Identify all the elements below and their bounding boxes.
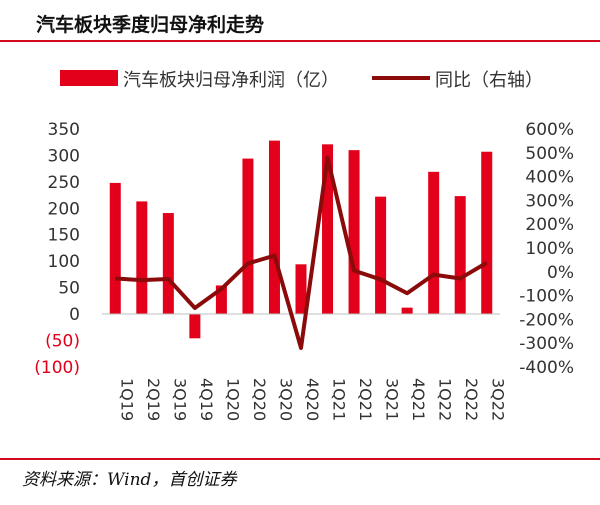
x-tick-label-1Q22: 1Q22 [436, 378, 455, 421]
right-tick-label: -200% [519, 310, 574, 330]
x-tick-label-4Q20: 4Q20 [303, 378, 322, 421]
x-tick-label-1Q20: 1Q20 [223, 378, 242, 421]
bar-2Q22 [454, 196, 466, 314]
bar-1Q22 [428, 171, 440, 314]
left-tick-label: 0 [69, 305, 80, 325]
right-tick-label: 400% [525, 168, 574, 188]
title-divider [0, 40, 600, 42]
bar-3Q21 [375, 196, 387, 314]
left-tick-label: (100) [34, 358, 80, 378]
right-tick-label: 100% [525, 239, 574, 259]
bar-2Q20 [242, 158, 254, 314]
bar-1Q21 [322, 144, 334, 314]
source-note: 资料来源：Wind，首创证券 [22, 470, 237, 490]
yoy-line-series [115, 155, 488, 350]
chart-title: 汽车板块季度归母净利走势 [36, 14, 265, 36]
right-tick-label: 200% [525, 215, 574, 235]
x-tick-label-2Q22: 2Q22 [462, 378, 481, 421]
right-tick-label: -400% [519, 358, 574, 378]
x-tick-label-4Q19: 4Q19 [197, 378, 216, 421]
legend-line-swatch [372, 76, 430, 80]
left-tick-label: 50 [58, 279, 80, 299]
bar-3Q22 [481, 151, 493, 314]
right-tick-label: -300% [519, 334, 574, 354]
legend-line-label: 同比（右轴） [435, 70, 543, 91]
x-axis-ticks: 1Q19 2Q19 3Q19 4Q19 1Q20 2Q20 3Q20 4Q20 1Q21 2Q21… [117, 378, 507, 421]
x-tick-label-4Q21: 4Q21 [409, 378, 428, 421]
left-tick-label: 350 [48, 120, 80, 140]
x-tick-label-2Q20: 2Q20 [250, 378, 269, 421]
bar-2Q21 [348, 150, 360, 314]
bar-1Q20 [215, 285, 227, 314]
x-tick-label-3Q19: 3Q19 [170, 378, 189, 421]
right-tick-label: 300% [525, 191, 574, 211]
left-tick-label: 300 [48, 146, 80, 166]
bar-series [109, 140, 493, 339]
x-tick-label-2Q19: 2Q19 [144, 378, 163, 421]
bar-1Q19 [109, 182, 121, 314]
left-axis-ticks: 350 300 250 200 150 100 50 0 (50) (100) [34, 120, 80, 378]
right-tick-label: -100% [519, 287, 574, 307]
bar-4Q21 [401, 307, 413, 314]
legend-bar-label: 汽车板块归母净利润（亿） [123, 70, 339, 91]
bar-3Q20 [268, 140, 280, 314]
left-tick-label: 200 [48, 199, 80, 219]
source-divider [0, 458, 600, 460]
bar-2Q19 [136, 201, 148, 314]
left-tick-label: 100 [48, 252, 80, 272]
left-tick-label: 150 [48, 226, 80, 246]
legend: 汽车板块归母净利润（亿） 同比（右轴） [0, 64, 600, 92]
left-tick-label: (50) [45, 331, 80, 351]
right-tick-label: 600% [525, 120, 574, 140]
bar-4Q19 [189, 314, 201, 339]
x-tick-label-3Q20: 3Q20 [276, 378, 295, 421]
right-tick-label: 0% [547, 263, 574, 283]
bar-3Q19 [162, 213, 174, 314]
x-tick-label-1Q21: 1Q21 [330, 378, 349, 421]
x-tick-label-3Q22: 3Q22 [489, 378, 508, 421]
bar-4Q20 [295, 264, 307, 314]
left-tick-label: 250 [48, 173, 80, 193]
right-axis-ticks: 600% 500% 400% 300% 200% 100% 0% -100% -200% -300… [519, 120, 574, 378]
x-tick-label-3Q21: 3Q21 [383, 378, 402, 421]
right-tick-label: 500% [525, 144, 574, 164]
legend-bar-swatch [60, 70, 118, 86]
x-tick-label-2Q21: 2Q21 [356, 378, 375, 421]
x-tick-label-1Q19: 1Q19 [117, 378, 136, 421]
